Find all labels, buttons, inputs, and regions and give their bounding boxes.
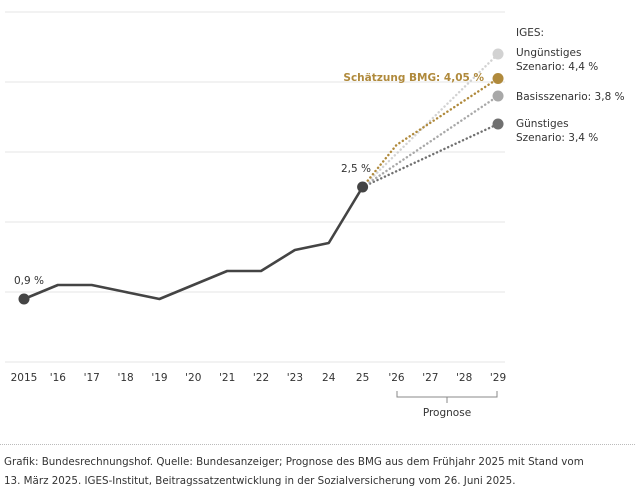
x-tick-label: '23	[287, 372, 303, 384]
x-tick-label: '29	[490, 372, 506, 384]
legend-unguenstig-line2: Szenario: 4,4 %	[516, 61, 598, 73]
x-tick-label: '18	[117, 372, 133, 384]
x-tick-label: '21	[219, 372, 235, 384]
prognose-bracket	[396, 391, 498, 403]
x-tick-label: '17	[84, 372, 100, 384]
data-point-end	[492, 90, 504, 102]
legend-guenstig-line1: Günstiges	[516, 118, 569, 130]
footer-line-1: Grafik: Bundesrechnungshof. Quelle: Bund…	[4, 456, 584, 468]
series-line-ung-nstiges-szenario	[361, 52, 500, 189]
iges-title: IGES:	[516, 27, 544, 39]
footer-line-2: 13. März 2025. IGES-Institut, Beitragssa…	[4, 475, 516, 487]
x-tick-label: '16	[50, 372, 67, 384]
legend-unguenstig-line1: Ungünstiges	[516, 47, 581, 59]
footer-source: Grafik: Bundesrechnungshof. Quelle: Bund…	[4, 453, 634, 491]
footer-divider	[0, 444, 635, 445]
data-point-end	[492, 73, 504, 84]
x-tick-label: 2015	[11, 372, 38, 384]
bmg-label: Schätzung BMG: 4,05 %	[343, 72, 484, 84]
series-line-basisszenario	[361, 94, 500, 189]
data-point-end	[357, 181, 369, 193]
prognose-label: Prognose	[423, 407, 471, 419]
x-tick-label: '28	[456, 372, 472, 384]
legend-basis: Basisszenario: 3,8 %	[516, 91, 625, 103]
legend-guenstig-line2: Szenario: 3,4 %	[516, 132, 598, 144]
data-point-end	[492, 48, 504, 60]
end-value-label: 2,5 %	[341, 163, 371, 175]
x-tick-label: '26	[388, 372, 405, 384]
start-value-label: 0,9 %	[14, 275, 44, 287]
x-tick-label: '22	[253, 372, 269, 384]
x-tick-label: '27	[422, 372, 438, 384]
series-line-ist	[23, 186, 364, 301]
data-point-end	[492, 118, 504, 130]
series-line-sch-tzung-bmg	[361, 77, 500, 189]
data-point-start	[18, 293, 30, 305]
x-tick-label: '19	[151, 372, 167, 384]
x-tick-label: '20	[185, 372, 201, 384]
x-tick-label: 25	[356, 372, 369, 384]
x-tick-label: 24	[322, 372, 336, 384]
series-line-g-nstiges-szenario	[361, 122, 500, 189]
